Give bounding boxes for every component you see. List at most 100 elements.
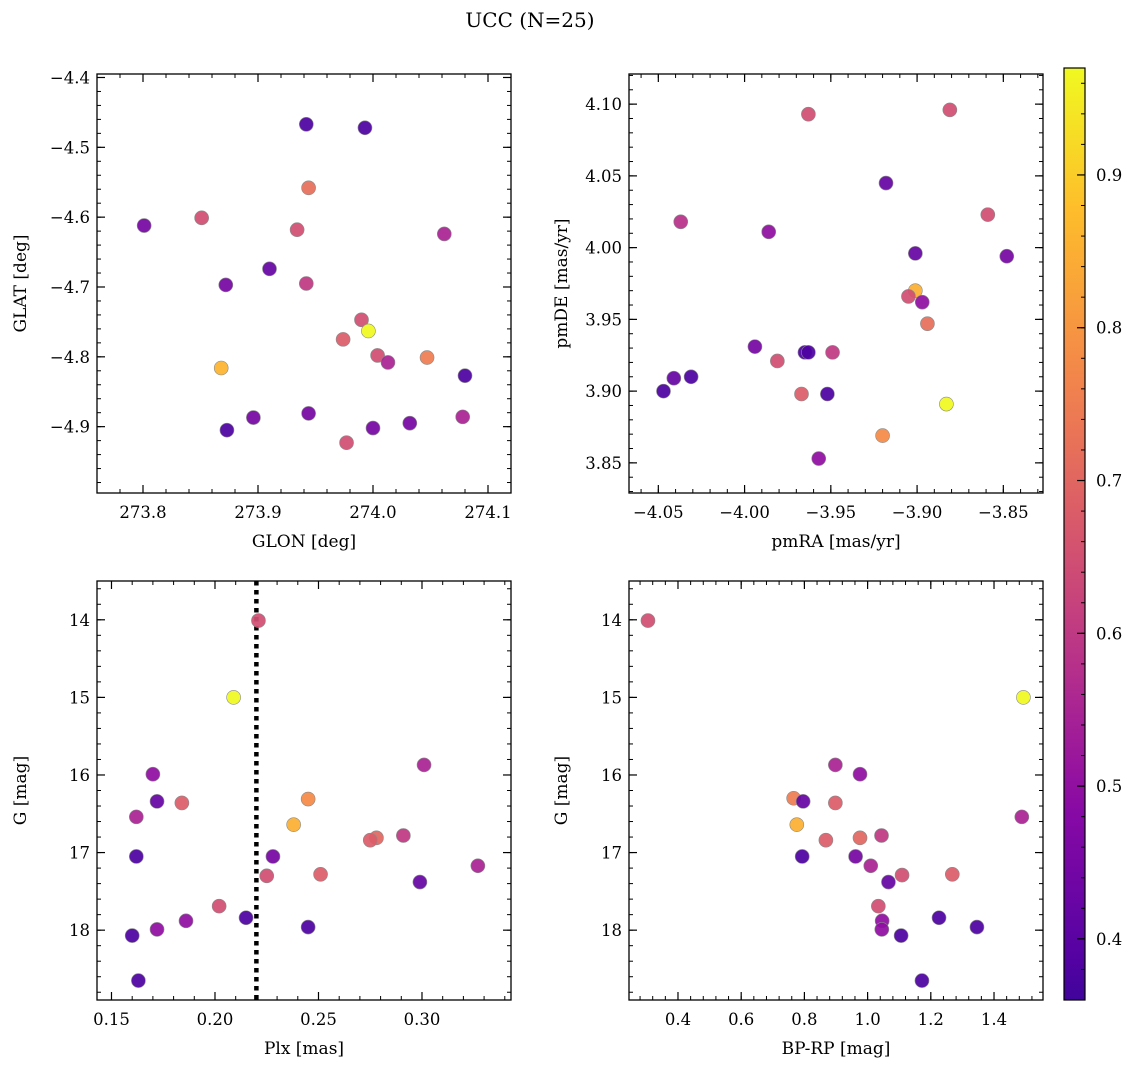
scatter-point [265,849,281,864]
y-tick-label: −4.9 [50,418,90,437]
scatter-point [289,222,305,238]
scatter-point [301,406,316,421]
scatter-points [640,613,1031,988]
scatter-point [666,370,682,386]
scatter-point [149,922,165,937]
x-tick-label: −3.95 [806,503,857,522]
scatter-point [640,613,656,628]
x-tick-label: −4.05 [633,503,684,522]
scatter-point [124,928,140,943]
y-tick-label: 14 [69,611,90,630]
scatter-point [178,913,194,929]
scatter-point [129,809,144,825]
axes-frame [628,73,1044,494]
y-tick-label: 3.85 [585,454,622,473]
y-tick-label: −4.5 [50,138,90,157]
scatter-point [828,757,843,773]
scatter-point [863,858,879,874]
scatter-point [335,332,351,347]
x-tick-label: 273.9 [234,503,281,522]
y-tick-label: 16 [69,766,90,785]
colorbar-frame [1063,67,1086,1001]
scatter-point [770,353,785,369]
x-tick-label: −3.85 [978,503,1029,522]
scatter-point [801,345,816,360]
scatter-point [852,766,868,782]
panel-bprp-g: 0.4 0.6 0.8 1.0 1.2 1.4 14 15 16 17 18 BP-RP [mag] G… [552,580,1044,1059]
scatter-point [801,106,816,122]
y-tick-label: 16 [601,766,622,785]
colorbar: 0.4 0.5 0.6 0.7 0.8 0.9 [1063,67,1122,1001]
minor-ticks [629,581,1043,1000]
scatter-point [939,396,954,412]
scatter-point [262,261,277,277]
x-tick-label: 273.8 [119,503,166,522]
colorbar-fill [1064,68,1085,1000]
scatter-point [914,973,930,988]
y-tick-label: 15 [69,688,90,707]
x-tick-label: 1.4 [981,1010,1007,1029]
scatter-point [457,368,473,383]
scatter-point [131,973,146,988]
scatter-point [286,817,301,832]
y-tick-label: 14 [601,611,622,630]
colorbar-tick-label: 0.4 [1096,930,1122,949]
scatter-point [920,316,935,331]
scatter-point [313,866,328,882]
x-axis-label: Plx [mas] [264,1039,344,1059]
scatter-point [820,386,835,402]
scatter-point [848,849,863,864]
scatter-point [339,435,354,451]
x-tick-label: 0.6 [728,1010,754,1029]
scatter-point [875,428,890,443]
scatter-point [828,795,843,811]
scatter-point [129,849,144,864]
scatter-point [416,757,432,773]
scatter-point [145,766,161,782]
scatter-point [238,910,254,926]
scatter-point [825,345,840,360]
scatter-point [673,214,689,230]
scatter-point [136,218,152,233]
scatter-point [878,175,894,191]
colorbar-tick-label: 0.9 [1096,166,1122,185]
x-tick-label: −3.90 [892,503,943,522]
y-tick-label: 17 [69,844,90,863]
scatter-point [683,369,699,385]
scatter-point [380,355,396,370]
y-axis-label: GLAT [deg] [11,234,31,332]
scatter-point [794,386,809,402]
scatter-point [470,858,486,874]
scatter-point [747,339,763,354]
scatter-points [136,116,473,451]
x-tick-label: 0.8 [791,1010,817,1029]
y-tick-label: 3.95 [585,310,622,329]
scatter-point [219,422,235,438]
y-axis-label: pmDE [mas/yr] [552,218,572,348]
scatter-point [908,246,923,261]
scatter-point [149,794,165,809]
minor-ticks [629,74,1043,493]
scatter-point [874,922,890,937]
scatter-point [301,180,316,196]
scatter-point [893,928,909,943]
scatter-point [365,420,381,436]
y-tick-label: 18 [69,921,90,940]
figure-title: UCC (N=25) [465,8,594,32]
scatter-point [354,312,369,328]
scatter-point [436,226,452,242]
scatter-point [942,102,958,118]
scatter-point [931,910,947,926]
scatter-point [969,919,985,935]
axes-frame [96,73,512,494]
y-tick-label: −4.6 [50,208,90,227]
y-tick-label: −4.4 [50,68,90,87]
x-axis-label: pmRA [mas/yr] [771,532,900,552]
x-tick-label: 0.15 [93,1010,130,1029]
scatter-point [1014,809,1030,825]
colorbar-tick-label: 0.7 [1096,472,1122,491]
x-axis-label: GLON [deg] [252,532,356,552]
y-tick-label: −4.7 [50,278,90,297]
scatter-point [795,794,811,809]
